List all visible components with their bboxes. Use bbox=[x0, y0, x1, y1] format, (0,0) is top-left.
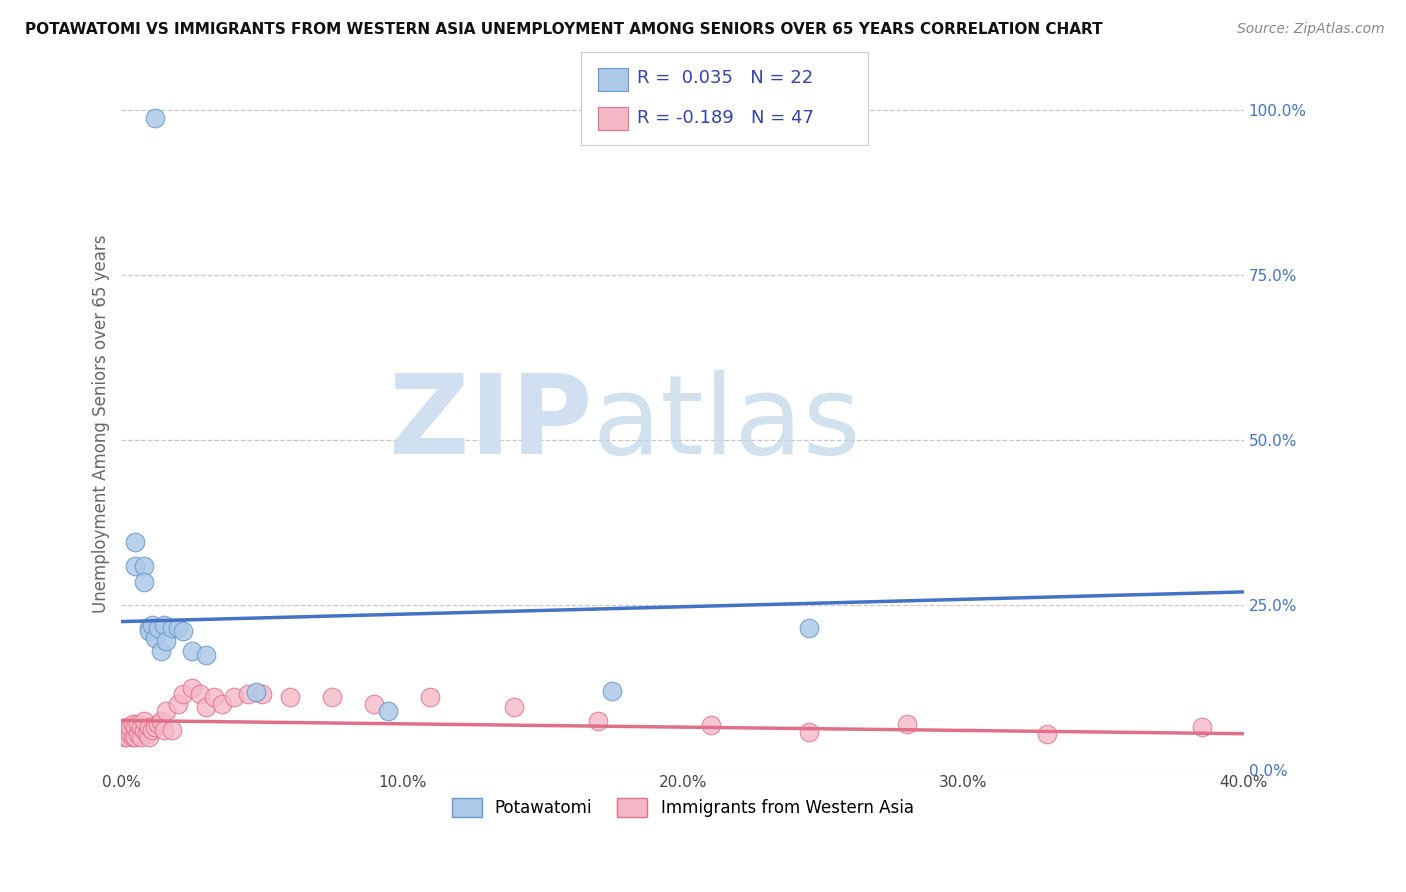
Point bbox=[211, 697, 233, 711]
Point bbox=[419, 690, 441, 705]
Point bbox=[121, 730, 143, 744]
Point bbox=[602, 683, 624, 698]
Text: POTAWATOMI VS IMMIGRANTS FROM WESTERN ASIA UNEMPLOYMENT AMONG SENIORS OVER 65 YE: POTAWATOMI VS IMMIGRANTS FROM WESTERN AS… bbox=[25, 22, 1102, 37]
Text: atlas: atlas bbox=[593, 370, 862, 477]
Point bbox=[166, 697, 188, 711]
Point bbox=[132, 714, 155, 728]
Point bbox=[152, 618, 174, 632]
Point bbox=[143, 112, 166, 126]
Point bbox=[135, 727, 157, 741]
Point bbox=[124, 720, 146, 734]
Point bbox=[250, 687, 273, 701]
Point bbox=[188, 687, 211, 701]
Point bbox=[115, 720, 138, 734]
Point bbox=[160, 723, 183, 738]
Point bbox=[222, 690, 245, 705]
Point bbox=[132, 574, 155, 589]
Point bbox=[202, 690, 225, 705]
Point bbox=[127, 727, 149, 741]
Point bbox=[138, 624, 160, 639]
Point bbox=[180, 644, 202, 658]
Y-axis label: Unemployment Among Seniors over 65 years: Unemployment Among Seniors over 65 years bbox=[93, 235, 110, 613]
Point bbox=[124, 558, 146, 573]
Point bbox=[121, 716, 143, 731]
Point bbox=[172, 687, 194, 701]
Legend: Potawatomi, Immigrants from Western Asia: Potawatomi, Immigrants from Western Asia bbox=[444, 791, 921, 824]
Point bbox=[138, 720, 160, 734]
Point bbox=[1191, 720, 1213, 734]
Point bbox=[129, 720, 152, 734]
Point bbox=[194, 648, 217, 662]
Point bbox=[194, 700, 217, 714]
Point bbox=[141, 618, 163, 632]
Point bbox=[363, 697, 385, 711]
Point bbox=[143, 631, 166, 645]
Point bbox=[155, 634, 177, 648]
Point bbox=[146, 621, 169, 635]
Point bbox=[152, 723, 174, 738]
Point bbox=[588, 714, 610, 728]
Point bbox=[180, 681, 202, 695]
Point bbox=[797, 724, 820, 739]
Text: R =  0.035   N = 22: R = 0.035 N = 22 bbox=[637, 70, 813, 87]
Point bbox=[124, 535, 146, 549]
Text: Source: ZipAtlas.com: Source: ZipAtlas.com bbox=[1237, 22, 1385, 37]
Point bbox=[132, 723, 155, 738]
Point bbox=[149, 714, 172, 728]
Point bbox=[1036, 727, 1059, 741]
Point bbox=[236, 687, 259, 701]
Point bbox=[377, 704, 399, 718]
Point bbox=[503, 700, 526, 714]
Point bbox=[699, 718, 721, 732]
Point bbox=[112, 730, 135, 744]
Point bbox=[129, 730, 152, 744]
Point bbox=[797, 621, 820, 635]
Point bbox=[141, 723, 163, 738]
Point bbox=[245, 685, 267, 699]
Point bbox=[149, 644, 172, 658]
Point bbox=[155, 704, 177, 718]
Point bbox=[132, 558, 155, 573]
Point bbox=[896, 716, 918, 731]
Point bbox=[118, 727, 141, 741]
Point bbox=[138, 621, 160, 635]
Point bbox=[115, 730, 138, 744]
Point bbox=[118, 720, 141, 734]
Point bbox=[127, 716, 149, 731]
Point bbox=[321, 690, 343, 705]
Point bbox=[166, 621, 188, 635]
Text: ZIP: ZIP bbox=[389, 370, 593, 477]
Text: R = -0.189   N = 47: R = -0.189 N = 47 bbox=[637, 109, 814, 127]
Point bbox=[112, 723, 135, 738]
Point bbox=[124, 730, 146, 744]
Point bbox=[143, 720, 166, 734]
Point bbox=[278, 690, 301, 705]
Point bbox=[172, 624, 194, 639]
Point bbox=[160, 621, 183, 635]
Point bbox=[138, 730, 160, 744]
Point bbox=[146, 716, 169, 731]
